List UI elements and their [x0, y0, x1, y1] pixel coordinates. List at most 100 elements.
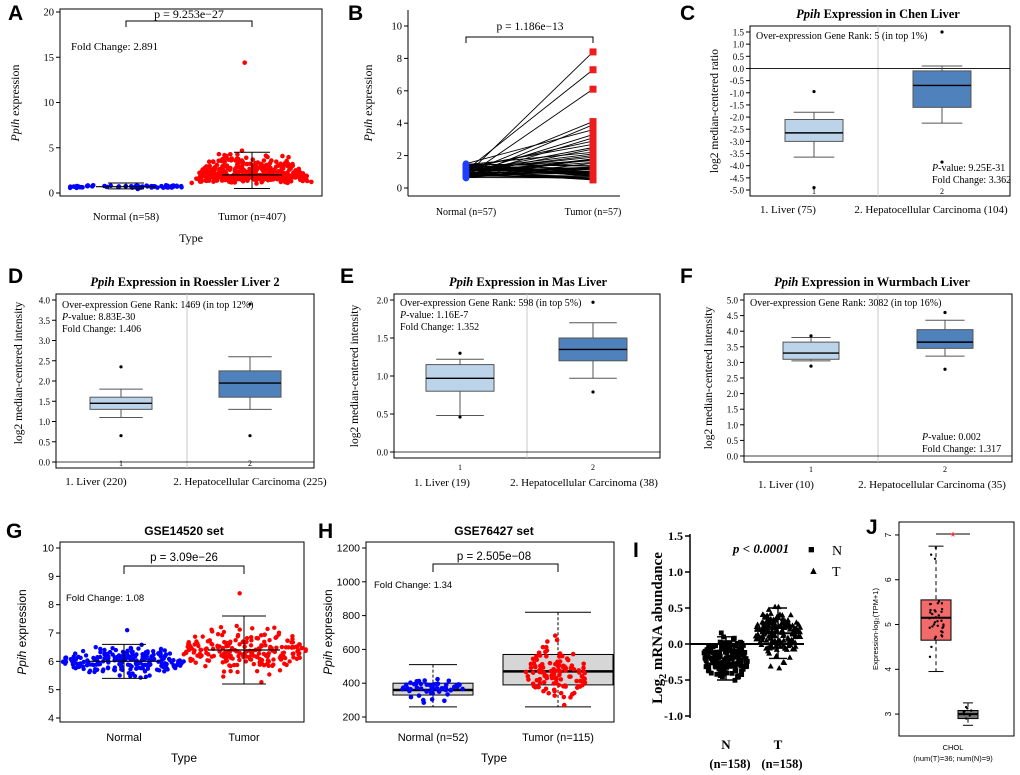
data-point: [167, 651, 173, 656]
data-point: [940, 610, 943, 613]
data-point: [556, 682, 562, 688]
y-tick-label: -4.5: [730, 173, 745, 183]
data-point: [720, 670, 726, 675]
legend-label-n: N: [832, 544, 842, 559]
fold-change: Fold Change: 1.34: [374, 580, 452, 591]
data-point: [739, 640, 745, 646]
y-tick-label: 1.5: [733, 28, 745, 38]
data-point: [148, 662, 153, 667]
y-tick-label: -5.0: [730, 186, 745, 196]
data-point: [228, 179, 233, 185]
data-point: [582, 680, 588, 685]
data-point: [736, 649, 742, 654]
data-point: [970, 709, 973, 712]
data-point: [929, 553, 933, 556]
y-tick-label: 1.5: [727, 405, 739, 415]
data-point: [552, 693, 557, 698]
y-tick-label: 0.5: [377, 410, 389, 420]
data-point: [931, 625, 934, 628]
data-point: [208, 173, 213, 179]
data-point: [221, 674, 226, 679]
rank-text: Over-expression Gene Rank: 5 (in top 1%): [756, 31, 927, 42]
box: [782, 341, 840, 360]
data-point: [113, 656, 119, 661]
data-point: [446, 678, 452, 684]
data-point: [183, 650, 189, 655]
data-point: [130, 652, 135, 657]
data-point: [139, 642, 144, 648]
data-point: [210, 159, 216, 164]
data-point: [795, 621, 802, 627]
data-point: [98, 646, 103, 652]
data-point: [71, 665, 76, 670]
data-point: [179, 185, 184, 190]
fold-change: Fold Change: 3.362: [932, 175, 1011, 186]
boxes: [782, 310, 974, 371]
data-point: [253, 177, 258, 182]
data-point: [267, 638, 272, 643]
data-point: [730, 637, 736, 642]
data-point: [80, 648, 86, 654]
data-point: [116, 653, 122, 658]
data-point: [290, 636, 295, 642]
data-point: [544, 673, 549, 679]
data-point: [929, 611, 932, 614]
data-point: [117, 673, 122, 678]
data-point: [791, 633, 798, 640]
data-point: [416, 678, 422, 684]
data-point: [171, 658, 176, 663]
data-point: [266, 659, 271, 664]
tumor-point: [589, 126, 597, 134]
data-point: [258, 633, 264, 638]
pair-line: [465, 167, 594, 177]
category-number-2: 2: [248, 459, 252, 468]
y-tick-label: 10: [42, 543, 54, 555]
data-point: [164, 661, 169, 667]
data-point: [928, 602, 932, 606]
data-point: [713, 661, 719, 667]
data-point: [581, 661, 586, 667]
category-number-2: 2: [940, 187, 944, 196]
y-tick-label: 5: [883, 622, 893, 627]
data-point: [124, 627, 130, 633]
data-point: [262, 632, 267, 637]
data-point: [255, 636, 261, 641]
data-point: [237, 627, 242, 632]
data-point: [106, 654, 111, 659]
data-point: [300, 175, 305, 181]
data-point: [581, 675, 587, 681]
tumor-point: [589, 85, 597, 93]
data-point: [936, 620, 939, 623]
y-axis: 200 400 600 800 1000 1200: [337, 543, 366, 724]
x-tick-label-n: N: [721, 737, 731, 752]
data-point: [408, 694, 414, 700]
data-point: [937, 600, 941, 603]
count-n: (n=158): [709, 757, 750, 771]
data-point: [770, 618, 777, 625]
data-point: [192, 634, 198, 639]
panel-label-d: D: [8, 265, 23, 288]
data-point: [67, 185, 73, 191]
data-point: [781, 659, 788, 666]
data-point: [738, 663, 744, 669]
y-tick-label: -2.5: [730, 125, 745, 135]
data-point: [236, 164, 241, 169]
y-axis-label: log2 median-centered intensity: [703, 307, 715, 450]
y-axis: 0.0 0.5 1.0 1.5 2.0 2.5 3.0 3.5 4.0 4.5 5.0: [727, 296, 1012, 462]
data-point: [290, 163, 296, 169]
panel-h: H GSE76427 set 200 400 600 800 1000 1200 Ppih…: [318, 520, 615, 765]
data-point: [160, 185, 166, 190]
y-axis-label: Log2 mRNA abundance: [650, 552, 669, 704]
data-point: [553, 679, 559, 685]
data-point: [285, 638, 290, 643]
plot-frame: [749, 25, 1011, 197]
data-point: [193, 660, 198, 665]
data-point: [243, 659, 249, 664]
data-point: [530, 670, 536, 675]
data-point: [934, 635, 937, 639]
data-point: [223, 650, 228, 655]
y-axis: 4 5 6 7 8 9 10: [42, 543, 60, 725]
data-point: [211, 169, 217, 175]
y-tick-label: 3.0: [727, 358, 739, 368]
y-tick-label: 3.5: [727, 342, 739, 352]
